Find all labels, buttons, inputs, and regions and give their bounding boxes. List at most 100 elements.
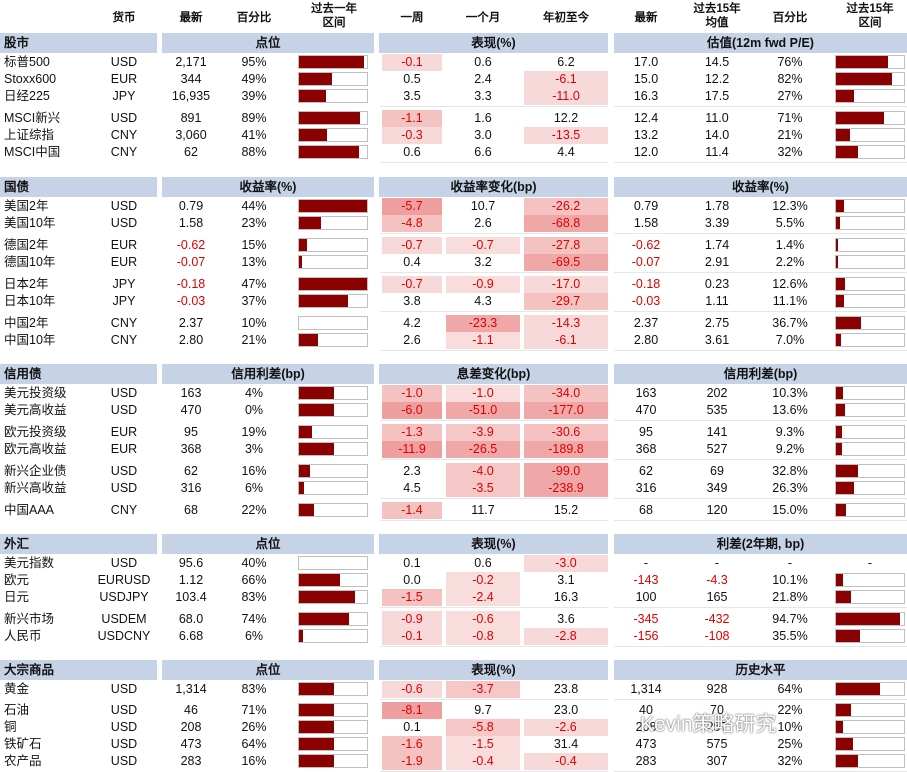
perf-tint [524, 198, 608, 215]
row-currency: EUR [110, 72, 138, 86]
row-percentile: 71% [241, 703, 267, 717]
section-header-bar [0, 660, 157, 680]
row-currency: USD [110, 737, 138, 751]
row-latest: 2,171 [175, 55, 207, 69]
section-header-bar [0, 33, 157, 53]
row-ytd: -189.8 [548, 442, 584, 456]
row-percentile-2: 12.6% [772, 277, 808, 291]
row-1w: 2.3 [403, 464, 421, 478]
range-bar-15y [835, 425, 905, 439]
perf-tint [524, 555, 608, 572]
row-ytd: -68.8 [551, 216, 581, 230]
range-bar-1y [298, 333, 368, 347]
section-metric-label: 点位 [255, 36, 281, 50]
range-bar-1y-fill [299, 574, 340, 586]
row-latest-2: 40 [639, 703, 653, 717]
section-header-bar [379, 177, 608, 197]
row-currency: CNY [110, 333, 138, 347]
range-bar-1y [298, 590, 368, 604]
perf-tint [382, 385, 442, 402]
row-currency: JPY [112, 277, 136, 291]
row-15y-avg: -432 [704, 612, 730, 626]
section-header-bar [379, 33, 608, 53]
perf-tint [524, 127, 608, 144]
row-latest-2: -156 [633, 629, 659, 643]
group-separator [380, 646, 608, 647]
row-percentile: 10% [241, 316, 267, 330]
row-latest-2: 95 [639, 425, 653, 439]
row-percentile-2: 76% [777, 55, 803, 69]
row-ytd: 4.4 [557, 145, 575, 159]
row-name: 中国2年 [4, 316, 49, 330]
row-1w: -1.3 [401, 425, 423, 439]
range-bar-15y-fill [836, 443, 842, 455]
row-1w: -5.7 [401, 199, 423, 213]
row-ytd: 16.3 [553, 590, 579, 604]
range-bar-1y [298, 294, 368, 308]
range-bar-1y-fill [299, 112, 360, 124]
perf-tint [382, 424, 442, 441]
row-1m: 9.7 [474, 703, 492, 717]
range-bar-1y-fill [299, 482, 304, 494]
range-bar-1y-fill [299, 738, 334, 750]
section-change-label: 表现(%) [471, 36, 516, 50]
watermark: Kevin策略研究 [640, 713, 777, 736]
row-1w: -1.1 [401, 111, 423, 125]
row-name: MSCI新兴 [4, 111, 61, 125]
range-bar-1y-fill [299, 295, 348, 307]
row-latest-2: 68 [639, 503, 653, 517]
row-name: 美国2年 [4, 199, 49, 213]
row-currency: EUR [110, 425, 138, 439]
row-percentile: 19% [241, 425, 267, 439]
group-separator [614, 646, 907, 647]
row-ytd: -2.8 [555, 629, 577, 643]
row-latest: 316 [180, 481, 202, 495]
row-1w: 0.0 [403, 573, 421, 587]
row-1m: -2.4 [472, 590, 494, 604]
range-bar-1y-fill [299, 613, 349, 625]
header-15y-range-line2: 区间 [858, 17, 882, 29]
perf-tint [524, 385, 608, 402]
range-bar-15y [835, 737, 905, 751]
row-name: 人民币 [4, 629, 42, 643]
row-latest: 103.4 [175, 590, 207, 604]
range-bar-15y-fill [836, 112, 884, 124]
range-bar-15y-fill [836, 465, 858, 477]
range-bar-15y [835, 145, 905, 159]
row-currency: USD [110, 481, 138, 495]
row-1m: -4.0 [472, 464, 494, 478]
section-title: 大宗商品 [4, 663, 55, 677]
perf-tint [524, 719, 608, 736]
row-currency: USD [110, 720, 138, 734]
range-bar-15y-fill [836, 278, 845, 290]
perf-tint [524, 402, 608, 419]
perf-tint [524, 237, 608, 254]
row-15y-avg: 3.39 [704, 216, 730, 230]
row-1m: 0.6 [474, 556, 492, 570]
range-bar-15y-fill [836, 317, 861, 329]
perf-tint [446, 402, 520, 419]
row-15y-avg: 120 [706, 503, 728, 517]
row-percentile: 0% [244, 403, 264, 417]
header-percentile: 百分比 [236, 12, 272, 24]
perf-tint [524, 441, 608, 458]
row-latest-2: 1,314 [630, 682, 662, 696]
section-metric-label: 点位 [255, 537, 281, 551]
row-percentile-2: 1.4% [775, 238, 805, 252]
row-1m: -0.9 [472, 277, 494, 291]
row-currency: USD [110, 403, 138, 417]
row-1m: -0.8 [472, 629, 494, 643]
section-change-label: 表现(%) [471, 663, 516, 677]
row-name: 德国2年 [4, 238, 49, 252]
row-1m: -23.3 [468, 316, 498, 330]
row-ytd: 6.2 [557, 55, 575, 69]
row-ytd: -13.5 [551, 128, 581, 142]
perf-tint [446, 441, 520, 458]
header-1y-range-line2: 区间 [322, 17, 346, 29]
row-percentile-2: 9.2% [775, 442, 805, 456]
row-latest-2: 473 [635, 737, 657, 751]
perf-tint [446, 480, 520, 497]
row-1w: -11.9 [398, 442, 426, 456]
row-1w: -1.5 [401, 590, 423, 604]
row-latest: 283 [180, 754, 202, 768]
